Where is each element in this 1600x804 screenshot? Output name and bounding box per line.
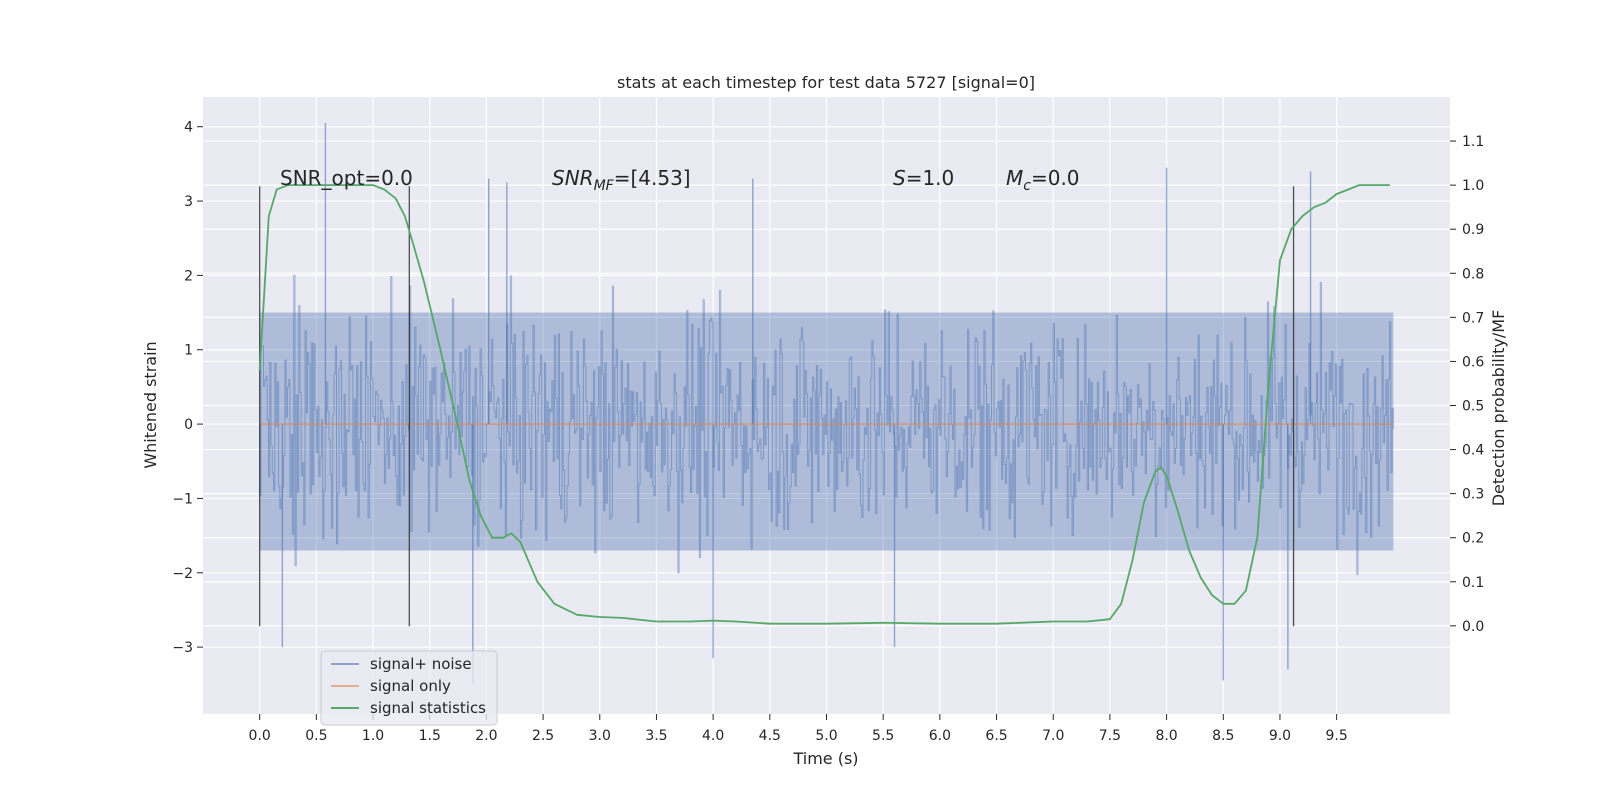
- y-left-tick-label: 2: [184, 268, 193, 284]
- legend: signal+ noise signal only signal statist…: [320, 650, 498, 726]
- annotation-mc: Mc=0.0: [1006, 166, 1080, 194]
- x-tick-label: 8.0: [1155, 728, 1177, 744]
- y-right-tick-label: 0.7: [1462, 310, 1484, 326]
- x-tick-label: 1.0: [362, 728, 384, 744]
- y-right-tick-label: 0.3: [1462, 487, 1484, 503]
- annotation-snr-mf: SNRMF=[4.53]: [552, 166, 691, 194]
- x-tick-label: 6.0: [929, 728, 951, 744]
- annotation-snr-opt: SNR_opt=0.0: [280, 166, 413, 190]
- x-tick-label: 7.5: [1099, 728, 1121, 744]
- y-right-tick-label: 1.1: [1462, 134, 1484, 150]
- x-tick-label: 9.0: [1269, 728, 1291, 744]
- y-left-tick-label: −2: [172, 566, 193, 582]
- legend-label-signal-statistics: signal statistics: [370, 699, 486, 717]
- y-left-tick-label: −3: [172, 640, 193, 656]
- y-right-tick-label: 0.8: [1462, 266, 1484, 282]
- x-axis-label: Time (s): [792, 749, 858, 768]
- x-tick-label: 7.0: [1042, 728, 1064, 744]
- signal-statistics-line: [258, 184, 1390, 625]
- series-signal-noise: [259, 123, 1394, 685]
- y-right-tick-label: 0.9: [1462, 222, 1484, 238]
- y-left-tick-label: 4: [184, 120, 193, 136]
- annotation-s: S=1.0: [893, 166, 954, 190]
- y-right-tick-label: 0.6: [1462, 354, 1484, 370]
- signal-noise-core-band: [259, 312, 1394, 551]
- x-tick-label: 3.5: [645, 728, 667, 744]
- x-tick-label: 6.5: [985, 728, 1007, 744]
- legend-label-signal-noise: signal+ noise: [370, 655, 472, 673]
- x-tick-label: 2.0: [475, 728, 497, 744]
- y-right-axis-label: Detection probability/MF: [1489, 310, 1508, 507]
- y-left-tick-label: 0: [184, 417, 193, 433]
- y-left-axis-ticks: 4 3 2 1 0 −1 −2 −3: [172, 120, 203, 656]
- y-right-tick-label: 0.2: [1462, 531, 1484, 547]
- x-tick-label: 1.5: [419, 728, 441, 744]
- x-tick-label: 9.5: [1326, 728, 1348, 744]
- x-tick-label: 0.5: [305, 728, 327, 744]
- x-axis-ticks: 0.0 0.5 1.0 1.5 2.0 2.5 3.0 3.5 4.0 4.5 5.0 5.5 6.0 6…: [249, 714, 1348, 744]
- y-right-tick-label: 1.0: [1462, 178, 1484, 194]
- signal-noise-trace: [259, 274, 1394, 575]
- vertical-markers: [259, 186, 1295, 627]
- series-signal-statistics: [258, 184, 1390, 625]
- x-tick-label: 3.0: [589, 728, 611, 744]
- x-tick-label: 4.5: [759, 728, 781, 744]
- y-right-tick-label: 0.0: [1462, 619, 1484, 635]
- legend-label-signal-only: signal only: [370, 677, 451, 695]
- y-left-axis-label: Whitened strain: [141, 341, 160, 468]
- x-tick-label: 8.5: [1212, 728, 1234, 744]
- x-tick-label: 0.0: [249, 728, 271, 744]
- y-left-tick-label: −1: [172, 491, 193, 507]
- x-tick-label: 5.5: [872, 728, 894, 744]
- x-tick-label: 2.5: [532, 728, 554, 744]
- y-right-tick-label: 0.1: [1462, 575, 1484, 591]
- y-right-tick-label: 0.5: [1462, 399, 1484, 415]
- y-left-tick-label: 1: [184, 343, 193, 359]
- y-right-tick-label: 0.4: [1462, 443, 1484, 459]
- y-left-tick-label: 3: [184, 194, 193, 210]
- x-tick-label: 5.0: [815, 728, 837, 744]
- x-tick-label: 4.0: [702, 728, 724, 744]
- chart-title: stats at each timestep for test data 572…: [617, 73, 1035, 92]
- y-right-axis-ticks: 1.1 1.0 0.9 0.8 0.7 0.6 0.5 0.4 0.3 0.2 0.1 0.0: [1450, 134, 1484, 635]
- legend-box: [320, 650, 498, 726]
